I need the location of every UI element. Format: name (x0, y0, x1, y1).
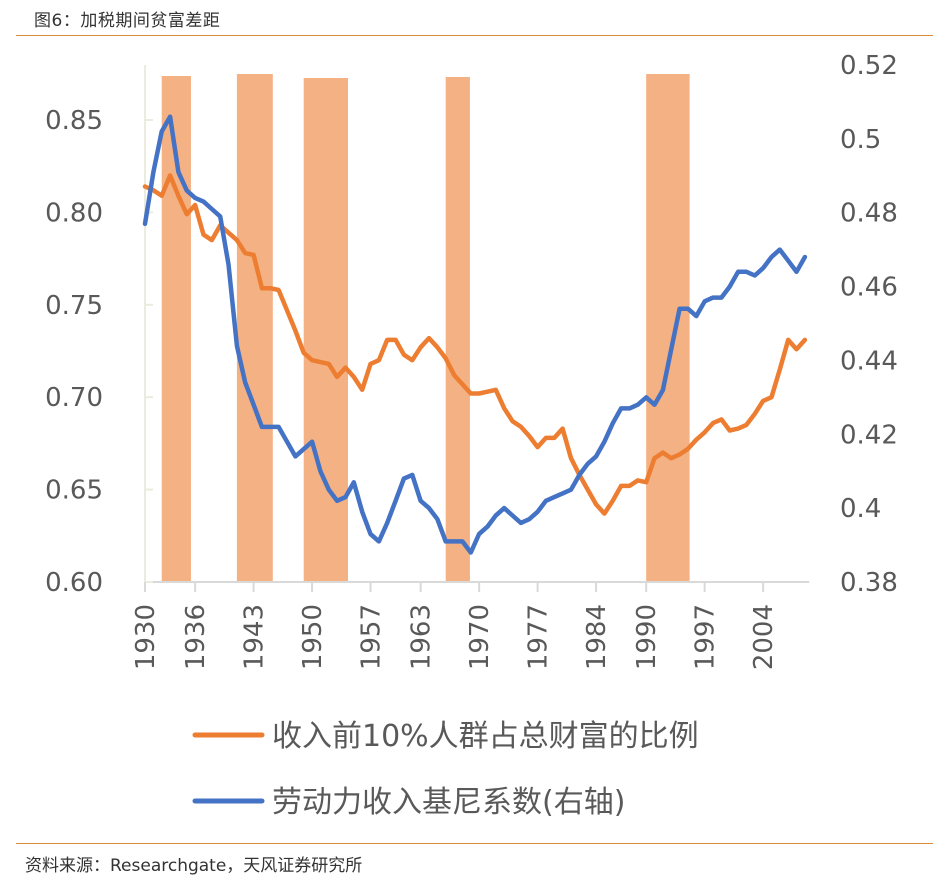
left-axis-tick-label: 0.70 (45, 383, 103, 413)
x-axis-tick-label: 1990 (632, 604, 662, 670)
x-axis-tick-label: 1984 (582, 604, 612, 670)
series-line-labor-income-gini (142, 114, 808, 555)
left-axis-tick-label: 0.60 (45, 568, 103, 598)
x-axis-tick-label: 1970 (465, 604, 495, 670)
chart: 0.60 0.65 0.70 0.75 0.80 0.85 0.38 0.4 0.42 0.44 0… (45, 51, 898, 820)
series-lines (142, 114, 808, 555)
legend-label: 收入前10%人群占总财富的比例 (272, 719, 699, 754)
left-axis-tick-label: 0.80 (45, 198, 103, 228)
title-rule (16, 35, 933, 36)
x-axis-tick-label: 1957 (357, 604, 387, 670)
left-axis-tick-label: 0.85 (45, 106, 103, 136)
right-axis-tick-label: 0.52 (840, 51, 898, 81)
shaded-period-band (445, 77, 470, 582)
x-axis-tick-label: 1930 (131, 604, 161, 670)
tick-labels: 0.60 0.65 0.70 0.75 0.80 0.85 0.38 0.4 0.42 0.44 0… (45, 51, 898, 670)
right-axis-tick-label: 0.46 (840, 273, 898, 303)
right-axis-tick-label: 0.4 (840, 494, 881, 524)
source-rule (16, 843, 933, 844)
axes (144, 65, 810, 592)
x-axis-tick-label: 1997 (691, 604, 721, 670)
right-axis-tick-label: 0.42 (840, 420, 898, 450)
shaded-period-band (646, 74, 690, 582)
x-axis-tick-label: 1963 (407, 604, 437, 670)
source-note: 资料来源：Researchgate，天风证券研究所 (25, 856, 363, 876)
figure-title: 图6：加税期间贫富差距 (34, 11, 221, 31)
series-line-top10-wealth-share (142, 173, 808, 516)
right-axis-tick-label: 0.48 (840, 199, 898, 229)
shaded-periods (161, 74, 690, 582)
right-axis-tick-label: 0.44 (840, 346, 898, 376)
right-axis-tick-label: 0.5 (840, 125, 881, 155)
shaded-period-band (303, 78, 348, 582)
x-axis-tick-label: 1936 (181, 604, 211, 670)
x-axis-tick-label: 2004 (749, 604, 779, 670)
left-axis-tick-label: 0.75 (45, 291, 103, 321)
x-axis-tick-label: 1950 (298, 604, 328, 670)
shaded-period-band (236, 74, 273, 582)
x-axis-tick-label: 1977 (524, 604, 554, 670)
x-axis-tick-label: 1943 (240, 604, 270, 670)
legend-label: 劳动力收入基尼系数(右轴) (272, 785, 625, 820)
left-axis-tick-label: 0.65 (45, 476, 103, 506)
right-axis-tick-label: 0.38 (840, 568, 898, 598)
